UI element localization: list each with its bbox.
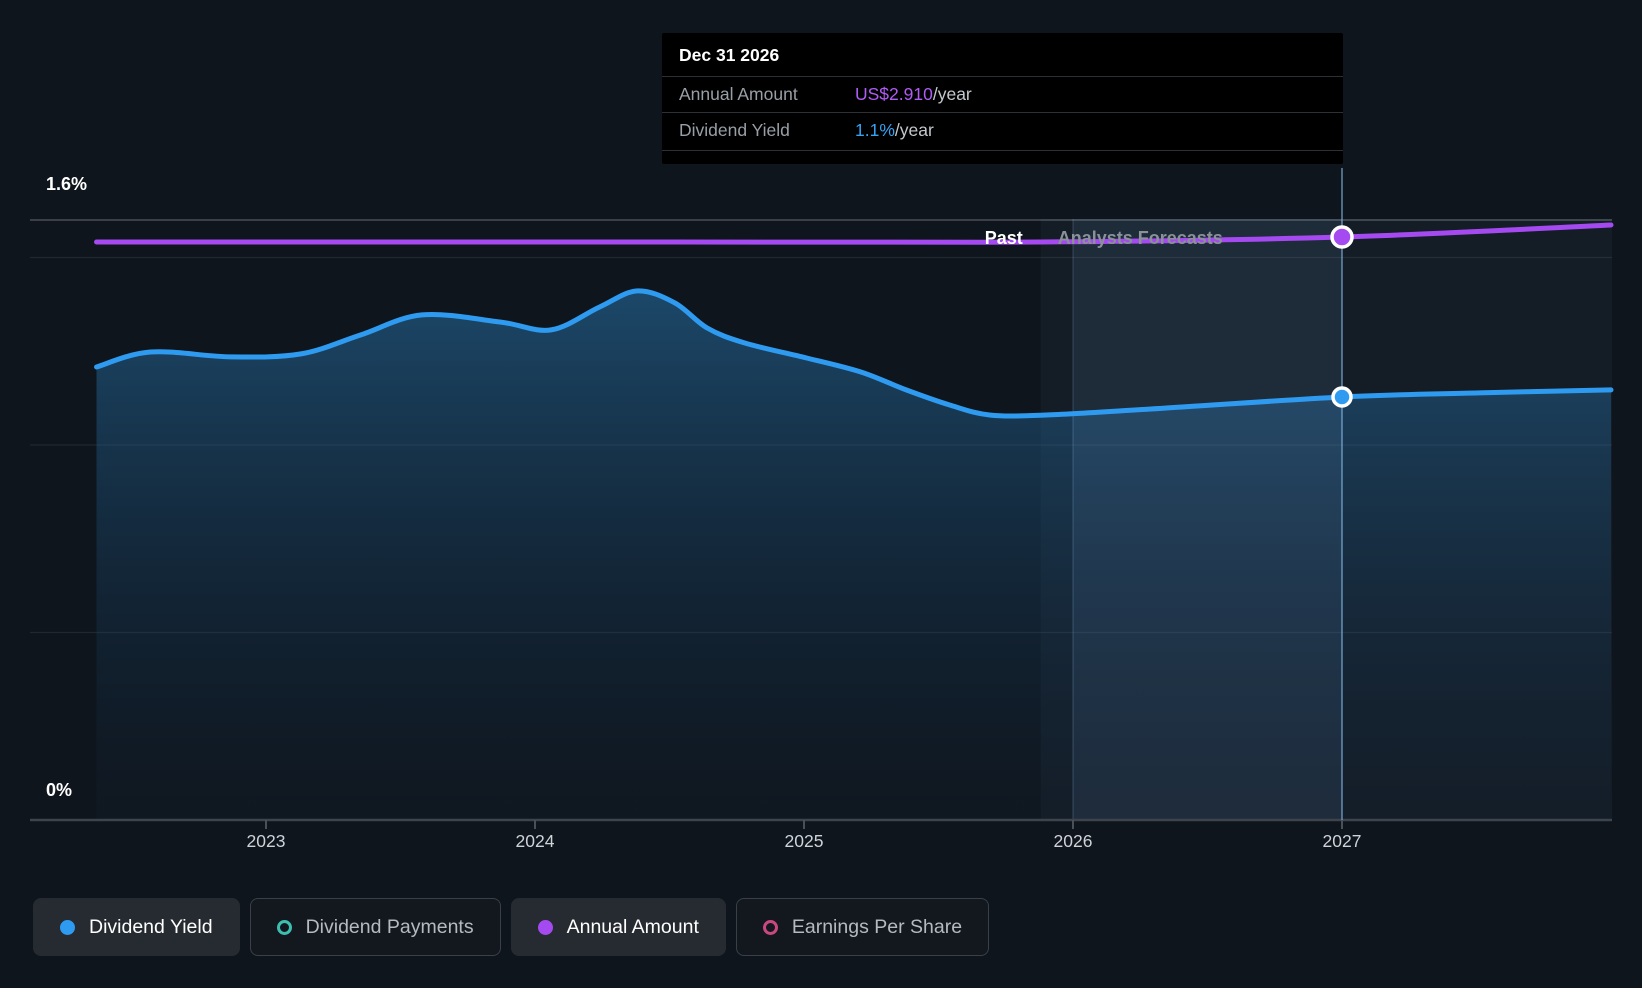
earnings-per-share-ring-icon <box>763 920 778 935</box>
tooltip-label: Dividend Yield <box>679 120 855 141</box>
legend-label: Annual Amount <box>567 916 699 939</box>
legend-dividend-yield-button[interactable]: Dividend Yield <box>33 898 240 956</box>
legend-dividend-payments-button[interactable]: Dividend Payments <box>250 898 501 956</box>
tooltip-date: Dec 31 2026 <box>662 33 1343 76</box>
dividend-yield-dot-icon <box>60 920 75 935</box>
tooltip-label: Annual Amount <box>679 84 855 105</box>
legend-label: Dividend Payments <box>306 916 474 939</box>
x-axis-baseline <box>30 820 1612 829</box>
legend-annual-amount-button[interactable]: Annual Amount <box>511 898 726 956</box>
tooltip-value: 1.1% <box>855 120 895 141</box>
chart-legend: Dividend Yield Dividend Payments Annual … <box>33 898 989 956</box>
legend-label: Dividend Yield <box>89 916 213 939</box>
x-axis-label-2025: 2025 <box>762 831 846 852</box>
x-axis-label-2024: 2024 <box>493 831 577 852</box>
chart-tooltip: Dec 31 2026 Annual Amount US$2.910/year … <box>662 33 1343 164</box>
tooltip-suffix: /year <box>895 120 934 141</box>
x-axis-label-2027: 2027 <box>1300 831 1384 852</box>
analysts-forecasts-label: Analysts Forecasts <box>1058 228 1223 249</box>
x-axis-label-2023: 2023 <box>224 831 308 852</box>
dividend-payments-ring-icon <box>277 920 292 935</box>
past-label: Past <box>985 228 1023 249</box>
tooltip-suffix: /year <box>933 84 972 105</box>
y-axis-max-label: 1.6% <box>46 174 87 195</box>
tooltip-row-annual-amount: Annual Amount US$2.910/year <box>662 76 1343 112</box>
annual-amount-dot-icon <box>538 920 553 935</box>
dividend-yield-marker[interactable] <box>1333 388 1351 406</box>
x-axis-label-2026: 2026 <box>1031 831 1115 852</box>
dividend-chart-page: 1.6% 0% 2023 2024 2025 2026 2027 Past An… <box>0 0 1642 988</box>
y-axis-min-label: 0% <box>46 780 72 801</box>
legend-label: Earnings Per Share <box>792 916 962 939</box>
legend-earnings-per-share-button[interactable]: Earnings Per Share <box>736 898 989 956</box>
tooltip-value: US$2.910 <box>855 84 933 105</box>
tooltip-row-dividend-yield: Dividend Yield 1.1%/year <box>662 112 1343 151</box>
hover-band-2026[interactable] <box>1073 219 1342 820</box>
annual-amount-marker[interactable] <box>1332 227 1352 247</box>
